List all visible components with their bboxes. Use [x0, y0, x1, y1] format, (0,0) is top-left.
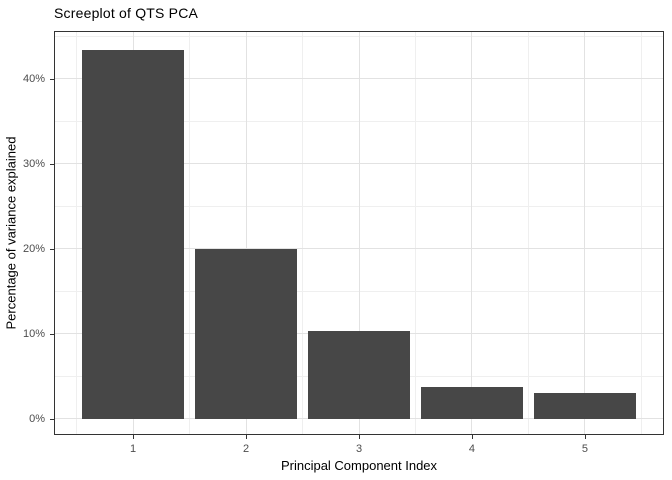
x-tick-label: 1	[130, 443, 137, 455]
gridline-minor-vertical	[302, 31, 304, 435]
gridline-major-vertical	[245, 31, 247, 435]
gridline-major-vertical	[471, 31, 473, 435]
y-tick-mark	[50, 163, 54, 165]
x-tick-label: 4	[468, 443, 476, 455]
y-tick-mark	[50, 418, 54, 420]
x-tick-mark	[359, 435, 360, 439]
gridline-minor-vertical	[414, 31, 416, 435]
y-tick-mark	[50, 248, 54, 250]
bar-pc5	[534, 393, 636, 419]
x-tick-mark	[246, 435, 248, 439]
bar-pc3	[308, 331, 410, 419]
chart-title: Screeplot of QTS PCA	[54, 5, 199, 21]
x-tick-mark	[133, 435, 135, 439]
y-tick-mark	[50, 78, 54, 80]
bar-pc2	[195, 248, 297, 419]
y-tick-label: 0%	[29, 412, 45, 425]
x-tick-mark	[584, 435, 586, 439]
gridline-major-vertical	[584, 31, 586, 435]
gridline-minor-vertical	[527, 31, 529, 435]
gridline-minor-vertical	[640, 31, 642, 435]
bar-pc1	[82, 49, 184, 419]
x-tick-mark	[471, 435, 473, 439]
y-tick-label: 10%	[22, 327, 45, 340]
y-tick-label: 30%	[22, 157, 45, 170]
x-tick-label: 3	[355, 443, 363, 455]
bar-pc4	[421, 386, 523, 419]
y-tick-label: 20%	[22, 242, 45, 255]
y-tick-mark	[50, 333, 54, 335]
x-axis-title: Principal Component Index	[280, 458, 438, 473]
plot-panel	[54, 31, 664, 435]
x-tick-label: 2	[242, 443, 250, 455]
y-tick-label: 40%	[22, 72, 45, 85]
gridline-minor-vertical	[189, 31, 191, 435]
x-tick-label: 5	[581, 443, 588, 455]
gridline-major-vertical	[358, 31, 360, 435]
gridline-minor-vertical	[76, 31, 78, 435]
